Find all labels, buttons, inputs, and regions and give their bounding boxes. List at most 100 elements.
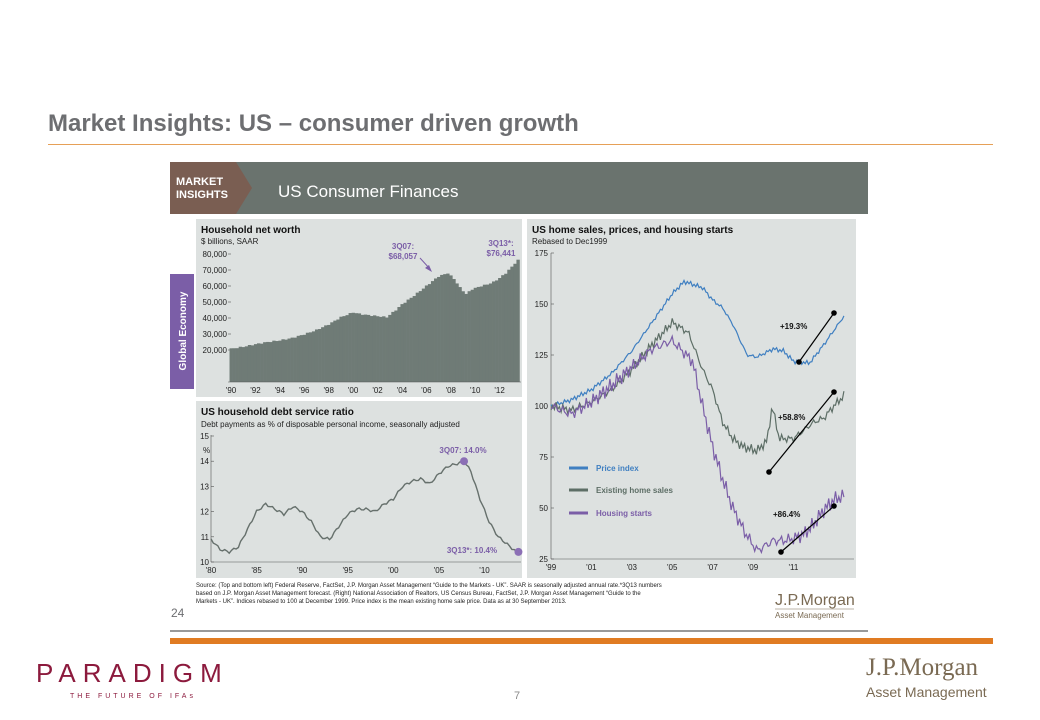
debt-ytick: 14 — [200, 457, 209, 466]
nw-bar — [235, 348, 239, 382]
home-xtick: '07 — [707, 563, 718, 572]
home-subtitle: Rebased to Dec1999 — [532, 237, 608, 246]
nw-bar — [400, 304, 404, 382]
net-worth-subtitle: $ billions, SAAR — [201, 237, 259, 246]
nw-bar — [421, 288, 426, 382]
slide-title: Market Insights: US – consumer driven gr… — [48, 110, 579, 137]
nw-bar — [437, 276, 441, 382]
nw-bar — [394, 310, 398, 382]
nw-bar — [498, 278, 502, 382]
nw-bar — [318, 329, 322, 382]
nw-bar — [485, 284, 490, 382]
nw-xtick: '96 — [299, 386, 310, 395]
debt-anno-peak: 3Q07: 14.0% — [439, 446, 486, 455]
legend-sales-label: Existing home sales — [596, 486, 673, 495]
nw-ytick: 30,000 — [203, 330, 228, 339]
nw-bar — [479, 286, 484, 382]
badge-line1: MARKET — [176, 176, 223, 188]
nw-bar — [281, 339, 285, 382]
nw-bar — [366, 314, 371, 382]
nw-xtick: '98 — [324, 386, 335, 395]
nw-xtick: '12 — [494, 386, 505, 395]
chart-jpm-sub: Asset Management — [775, 611, 845, 620]
nw-bar — [247, 345, 252, 382]
header-band — [170, 162, 868, 214]
debt-xtick: '05 — [434, 566, 445, 575]
home-ytick: 175 — [535, 249, 549, 258]
nw-bar — [357, 313, 362, 382]
home-xtick: '01 — [586, 563, 597, 572]
nw-bar — [455, 283, 459, 382]
debt-ytick: 13 — [200, 482, 209, 491]
nw-bar — [495, 280, 499, 382]
nw-bar — [376, 316, 380, 382]
debt-ytick: 15 — [200, 432, 209, 441]
nw-bar — [363, 314, 368, 382]
price-change-line — [798, 312, 835, 363]
footer-orange-bar — [170, 638, 993, 644]
nw-bar — [467, 291, 471, 382]
nw-bar — [360, 314, 365, 382]
starts-change-start — [778, 549, 784, 555]
home-ytick: 150 — [535, 300, 549, 309]
nw-bar — [388, 314, 392, 382]
housing-starts-line — [550, 334, 845, 555]
nw-xtick: '90 — [226, 386, 237, 395]
nw-bar — [516, 259, 520, 382]
market-insights-chart: MARKET INSIGHTS US Consumer Finances Glo… — [170, 162, 868, 632]
nw-bar — [308, 332, 313, 382]
footnote-line2: based on J.P. Morgan Asset Management fo… — [196, 591, 641, 597]
nw-bar — [510, 266, 514, 382]
nw-bar — [488, 283, 493, 382]
nw-bar — [327, 324, 331, 382]
home-ytick: 25 — [539, 555, 548, 564]
sales-change-start — [766, 469, 772, 475]
nw-bar — [452, 279, 456, 382]
sales-change-label: +58.8% — [778, 413, 805, 422]
nw-bar — [427, 284, 432, 382]
paradigm-logo: PARADIGM — [36, 658, 229, 688]
nw-bar — [351, 312, 355, 382]
nw-bar — [461, 291, 465, 382]
nw-bar — [354, 313, 359, 382]
nw-xtick: '10 — [470, 386, 481, 395]
debt-xtick: '00 — [388, 566, 399, 575]
nw-bar — [311, 331, 316, 382]
paradigm-tagline: THE FUTURE OF IFAs — [70, 693, 196, 700]
page-number: 7 — [514, 690, 521, 702]
nw-ytick: 20,000 — [203, 346, 228, 355]
nw-bar — [314, 329, 319, 382]
header-title: US Consumer Finances — [278, 182, 458, 201]
nw-bar — [504, 273, 508, 382]
net-worth-x-ticks: '90 '92 '94 '96 '98 '00 '02 '04 '06 '08 '10 '12 — [226, 386, 506, 395]
price-index-line — [550, 279, 845, 409]
nw-bar — [369, 316, 374, 382]
debt-ytick: 10 — [200, 558, 209, 567]
nw-bar — [409, 297, 413, 382]
nw-bar — [379, 316, 383, 382]
nw-anno-3q07-line1: 3Q07: — [392, 242, 414, 251]
nw-bar — [443, 274, 447, 382]
nw-xtick: '92 — [250, 386, 261, 395]
nw-xtick: '02 — [372, 386, 383, 395]
panel-debt-service — [196, 401, 522, 578]
nw-xtick: '00 — [348, 386, 359, 395]
nw-bar — [415, 292, 420, 382]
nw-bar — [403, 302, 407, 382]
nw-ytick: 50,000 — [203, 298, 228, 307]
jpm-footer-sub: Asset Management — [866, 684, 987, 700]
nw-bar — [382, 316, 386, 382]
nw-bar — [296, 335, 301, 382]
nw-bar — [345, 315, 349, 382]
home-xtick: '99 — [546, 563, 557, 572]
starts-change-line — [780, 505, 835, 553]
nw-bar — [263, 342, 267, 382]
debt-xtick: '10 — [479, 566, 490, 575]
nw-bar — [348, 313, 352, 382]
nw-bar — [336, 319, 340, 382]
nw-bar — [476, 286, 481, 382]
debt-end-marker — [514, 547, 523, 556]
nw-ytick: 60,000 — [203, 282, 228, 291]
badge-line2: INSIGHTS — [176, 189, 228, 201]
nw-bar — [229, 348, 233, 382]
